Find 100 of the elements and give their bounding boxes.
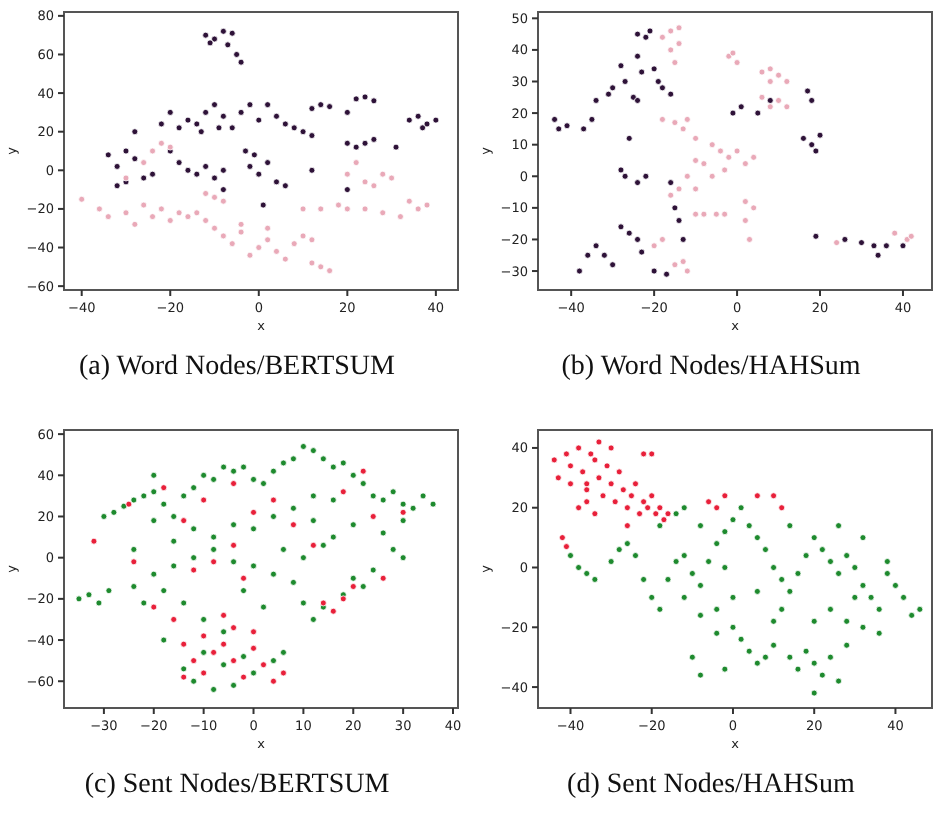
point [659,116,666,123]
point [260,661,267,669]
point [729,109,737,117]
point [273,248,280,255]
point [587,450,595,458]
point [264,236,272,244]
point [583,486,591,494]
point [96,205,103,213]
point [317,263,325,271]
point [250,644,257,652]
point [741,217,749,224]
point [721,166,729,174]
point [599,492,607,500]
point [603,462,611,470]
point [667,27,675,35]
point [166,217,174,224]
text: (b) Word Nodes/HAHSum [561,352,861,382]
point [555,125,563,133]
point [588,116,596,123]
point [812,232,820,240]
point [567,462,574,470]
point [551,116,558,123]
point [220,640,227,648]
point [650,242,658,250]
point [671,59,679,66]
point [858,239,865,246]
point [550,456,558,464]
point [149,147,156,155]
point [563,450,570,458]
point [290,240,298,248]
point [725,153,733,161]
point [841,236,849,243]
point [621,172,629,180]
point [671,204,679,212]
point [270,496,277,504]
point [775,97,782,104]
point [659,33,666,41]
point [359,467,367,475]
point [623,522,631,530]
point [683,267,691,275]
point [290,521,297,529]
point [808,141,816,149]
point [625,134,633,142]
point [713,504,721,512]
point [246,251,254,259]
point [270,677,277,685]
point [607,444,615,452]
point [642,172,650,180]
point [563,122,571,130]
point [219,197,227,205]
point [349,583,357,590]
point [158,205,165,213]
point [370,182,378,190]
point [615,468,623,476]
point [733,147,741,155]
point [237,220,245,228]
point [423,201,431,209]
point [140,201,148,209]
point [899,242,907,250]
point [708,141,716,149]
point [180,640,188,648]
point [90,537,98,545]
point [202,190,210,197]
point [650,267,658,275]
point [104,213,112,221]
point [648,492,656,500]
point [607,480,615,488]
point [660,516,668,524]
point [700,210,708,218]
point [308,236,316,244]
point [675,217,683,224]
point [642,33,650,41]
point [575,504,582,512]
point [592,242,600,250]
point [210,558,218,566]
point [579,468,587,476]
point [211,224,218,232]
point [592,97,600,104]
point [679,258,687,265]
point [399,508,407,516]
point [309,541,317,549]
point [250,628,257,636]
point [741,160,749,168]
point [775,71,782,79]
point [729,49,737,57]
point [230,541,237,549]
point [770,492,777,500]
point [746,236,753,243]
point [352,159,360,166]
point [907,232,915,240]
point [750,204,758,212]
point [700,160,708,168]
point [882,242,890,250]
point [634,236,641,243]
point [750,153,758,161]
point [766,103,774,111]
point [621,78,629,85]
point [554,474,562,482]
point [326,267,333,275]
point [623,504,631,512]
